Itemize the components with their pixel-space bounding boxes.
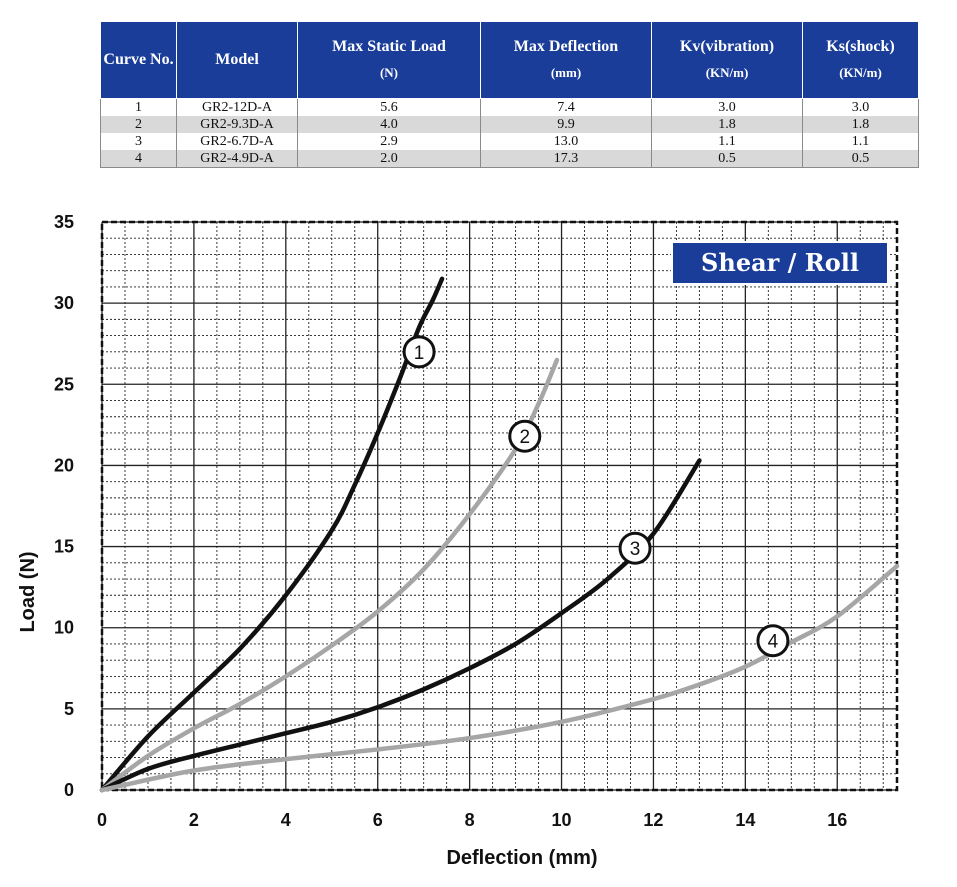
y-tick-label: 15	[54, 537, 74, 557]
cell-model: GR2-4.9D-A	[176, 150, 298, 168]
header-ks: Ks(shock) (KN/m)	[802, 21, 919, 99]
curve-label-4: 4	[756, 624, 790, 658]
cell-model: GR2-12D-A	[176, 98, 298, 116]
y-tick-label: 20	[54, 455, 74, 475]
table-header-row: Curve No. Model Max Static Load (N) Max D…	[100, 21, 919, 99]
header-max-static-load-unit: (N)	[379, 65, 399, 80]
curve-label-text: 4	[768, 632, 779, 653]
cell-max-static-load: 5.6	[297, 98, 481, 116]
cell-max-static-load: 2.9	[297, 133, 481, 150]
cell-max-deflection: 17.3	[480, 150, 652, 168]
chart-curve-labels: 1 2 3 4	[402, 335, 790, 658]
cell-max-static-load: 4.0	[297, 116, 481, 133]
y-tick-label: 25	[54, 374, 74, 394]
cell-curve: 3	[100, 133, 177, 150]
cell-ks: 1.1	[802, 133, 919, 150]
plot-border	[100, 220, 899, 792]
header-max-deflection: Max Deflection (mm)	[480, 21, 652, 99]
x-tick-label: 0	[97, 810, 107, 830]
cell-max-deflection: 7.4	[480, 98, 652, 116]
cell-curve: 1	[100, 98, 177, 116]
x-tick-label: 12	[643, 810, 663, 830]
header-max-deflection-unit: (mm)	[550, 65, 582, 80]
cell-kv: 3.0	[651, 98, 803, 116]
cell-ks: 3.0	[802, 98, 919, 116]
cell-max-deflection: 13.0	[480, 133, 652, 150]
curve-label-text: 3	[630, 539, 641, 560]
header-max-deflection-label: Max Deflection	[513, 38, 619, 55]
header-kv: Kv(vibration) (KN/m)	[651, 21, 803, 99]
header-curve-no-label: Curve No.	[103, 51, 174, 68]
header-model: Model	[176, 21, 298, 99]
curve-label-1: 1	[402, 335, 436, 369]
x-tick-label: 2	[189, 810, 199, 830]
x-axis-title: Deflection (mm)	[446, 847, 597, 869]
curve-label-circle	[402, 335, 436, 369]
chart-series-layer	[99, 276, 900, 793]
y-tick-label: 0	[64, 780, 74, 800]
cell-kv: 1.8	[651, 116, 803, 133]
table-row: 1 GR2-12D-A 5.6 7.4 3.0 3.0	[100, 98, 919, 116]
cell-kv: 0.5	[651, 150, 803, 168]
chart-grid	[100, 220, 899, 792]
cell-max-static-load: 2.0	[297, 150, 481, 168]
cell-model: GR2-6.7D-A	[176, 133, 298, 150]
curve-label-text: 1	[414, 343, 425, 364]
plot-area	[102, 222, 897, 790]
curve-label-3: 3	[618, 531, 652, 565]
header-model-label: Model	[215, 51, 259, 68]
series-line-curve-3	[99, 458, 702, 793]
cell-model: GR2-9.3D-A	[176, 116, 298, 133]
header-max-static-load-label: Max Static Load	[332, 38, 446, 55]
chart-title-badge-background	[671, 241, 889, 285]
curve-label-2: 2	[508, 419, 542, 453]
header-kv-label: Kv(vibration)	[679, 38, 775, 55]
spec-table: Curve No. Model Max Static Load (N) Max D…	[100, 21, 919, 168]
header-max-static-load: Max Static Load (N)	[297, 21, 481, 99]
curve-label-text: 2	[519, 427, 530, 448]
cell-ks: 0.5	[802, 150, 919, 168]
header-curve-no: Curve No.	[100, 21, 177, 99]
curve-label-circle	[508, 419, 542, 453]
header-kv-unit: (KN/m)	[705, 65, 749, 80]
table-row: 3 GR2-6.7D-A 2.9 13.0 1.1 1.1	[100, 133, 919, 150]
chart-title-badge: Shear / Roll	[671, 241, 889, 285]
y-tick-label: 5	[64, 699, 74, 719]
x-tick-label: 10	[552, 810, 572, 830]
y-axis-title: Load (N)	[17, 551, 39, 632]
cell-curve: 4	[100, 150, 177, 168]
cell-max-deflection: 9.9	[480, 116, 652, 133]
table-row: 2 GR2-9.3D-A 4.0 9.9 1.8 1.8	[100, 116, 919, 133]
series-line-curve-1	[99, 276, 445, 793]
x-tick-label: 14	[735, 810, 755, 830]
chart-title: Shear / Roll	[701, 248, 859, 277]
curve-label-circle	[618, 531, 652, 565]
series-line-curve-4	[99, 563, 900, 793]
header-ks-unit: (KN/m)	[839, 65, 882, 80]
x-tick-label: 6	[373, 810, 383, 830]
curve-label-circle	[756, 624, 790, 658]
table-row: 4 GR2-4.9D-A 2.0 17.3 0.5 0.5	[100, 150, 919, 168]
y-tick-label: 10	[54, 618, 74, 638]
x-tick-label: 4	[281, 810, 291, 830]
header-ks-label: Ks(shock)	[826, 38, 895, 55]
y-tick-label: 30	[54, 293, 74, 313]
cell-kv: 1.1	[651, 133, 803, 150]
cell-ks: 1.8	[802, 116, 919, 133]
x-tick-label: 16	[827, 810, 847, 830]
y-tick-label: 35	[54, 212, 74, 232]
cell-curve: 2	[100, 116, 177, 133]
x-tick-label: 8	[465, 810, 475, 830]
